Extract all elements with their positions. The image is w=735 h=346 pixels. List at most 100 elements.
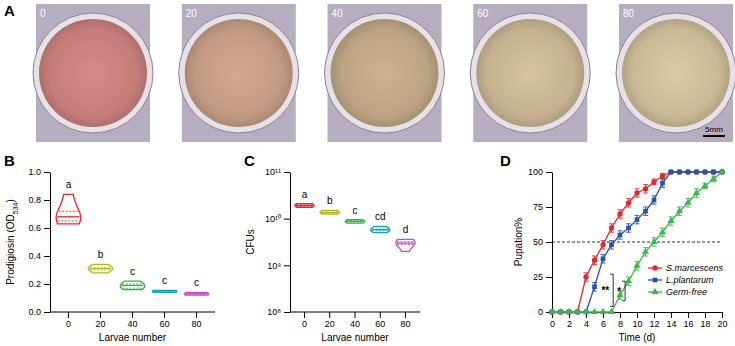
tick-label: 16 — [683, 319, 693, 329]
error-bar — [635, 189, 640, 197]
axis-title: Larvae number — [99, 332, 167, 343]
violin — [152, 290, 177, 292]
series-line — [552, 172, 722, 312]
error-cap — [652, 204, 657, 205]
error-cap — [601, 263, 606, 264]
significance-label: ** — [601, 285, 609, 296]
tick: 1.0 — [28, 167, 50, 177]
quartile-line — [186, 294, 208, 295]
axis-line — [290, 173, 291, 313]
error-cap — [592, 264, 597, 265]
scale-bar — [703, 135, 725, 137]
point — [652, 198, 657, 203]
error-cap — [652, 246, 657, 247]
tick: 50 — [533, 237, 552, 247]
dish-content — [331, 19, 439, 127]
violin — [345, 220, 364, 223]
point — [609, 242, 614, 247]
tick-mark — [68, 312, 69, 318]
violin — [320, 210, 339, 214]
error-cap — [694, 197, 699, 198]
legend-item: Germ-free — [648, 287, 707, 297]
tick-label: 40 — [127, 319, 137, 329]
plot-area — [295, 204, 415, 252]
tick: 10¹⁰ — [265, 214, 290, 224]
tick-label: 20 — [325, 319, 335, 329]
error-cap — [626, 232, 631, 233]
quartile-line — [186, 293, 208, 294]
quartile-line — [321, 213, 338, 214]
significance-letter: c — [162, 275, 167, 286]
tick-mark — [132, 312, 133, 318]
median-line — [57, 216, 79, 217]
error-bar — [660, 173, 665, 179]
point — [626, 200, 631, 205]
error-cap — [618, 299, 623, 300]
quartile-line — [397, 241, 414, 242]
error-bar — [635, 215, 640, 223]
error-cap — [601, 249, 606, 250]
error-cap — [618, 218, 623, 219]
point — [557, 308, 564, 314]
point — [677, 170, 682, 175]
dish-rim — [33, 13, 153, 133]
tick: 20 — [325, 312, 335, 329]
tick: 0 — [302, 312, 307, 329]
legend: S.marcescensL.plantarumGerm-free — [648, 263, 724, 297]
point — [668, 169, 673, 174]
significance-letter: b — [98, 249, 104, 260]
point — [694, 169, 699, 174]
point — [660, 181, 665, 186]
point — [718, 168, 725, 174]
photo-background — [36, 4, 150, 142]
tick: 80 — [192, 312, 202, 329]
tick-mark — [196, 312, 197, 318]
point — [608, 308, 615, 314]
plot-area — [548, 168, 725, 315]
tick-label: 0 — [302, 319, 307, 329]
violin — [184, 292, 209, 295]
tick-mark — [546, 172, 552, 173]
panel-label: D — [500, 152, 511, 169]
violin — [396, 239, 415, 251]
tick-mark — [284, 312, 290, 313]
legend-label: Germ-free — [666, 287, 707, 297]
tick-mark — [284, 219, 290, 220]
error-cap — [660, 179, 665, 180]
panel-label: A — [4, 2, 15, 19]
panel: B0.00.20.40.60.81.0020406080Prodigiosin … — [4, 152, 215, 343]
tick-label: 0 — [538, 307, 543, 317]
significance-letter: c — [194, 277, 199, 288]
tick-mark — [705, 312, 706, 318]
tick-label: 25 — [533, 272, 543, 282]
series-line — [552, 172, 722, 312]
axis-line — [552, 173, 553, 313]
photo: 40 — [325, 4, 445, 142]
error-bar — [652, 179, 657, 185]
tick-label: 80 — [400, 319, 410, 329]
axis-title: Prodigiosin (OD534) — [5, 199, 19, 285]
tick: 10 — [632, 312, 642, 329]
error-bar — [601, 255, 606, 263]
error-cap — [618, 239, 623, 240]
tick-mark — [620, 312, 621, 318]
quartile-line — [122, 288, 142, 289]
tick-mark — [164, 312, 165, 318]
point — [565, 308, 572, 314]
significance-letter: b — [327, 195, 333, 206]
legend-marker — [651, 288, 658, 294]
error-bar — [592, 283, 597, 291]
photo-label: 60 — [477, 8, 489, 19]
tick-mark — [722, 312, 723, 318]
tick-label: 0.8 — [28, 195, 41, 205]
tick: 60 — [375, 312, 385, 329]
significance-bracket — [610, 274, 613, 306]
point — [591, 308, 598, 314]
legend-item: L.plantarum — [648, 275, 714, 285]
point — [685, 169, 690, 174]
tick-mark — [44, 200, 50, 201]
tick: 0 — [550, 312, 555, 329]
error-bar — [601, 241, 606, 249]
quartile-line — [296, 206, 313, 207]
tick-label: 80 — [192, 319, 202, 329]
